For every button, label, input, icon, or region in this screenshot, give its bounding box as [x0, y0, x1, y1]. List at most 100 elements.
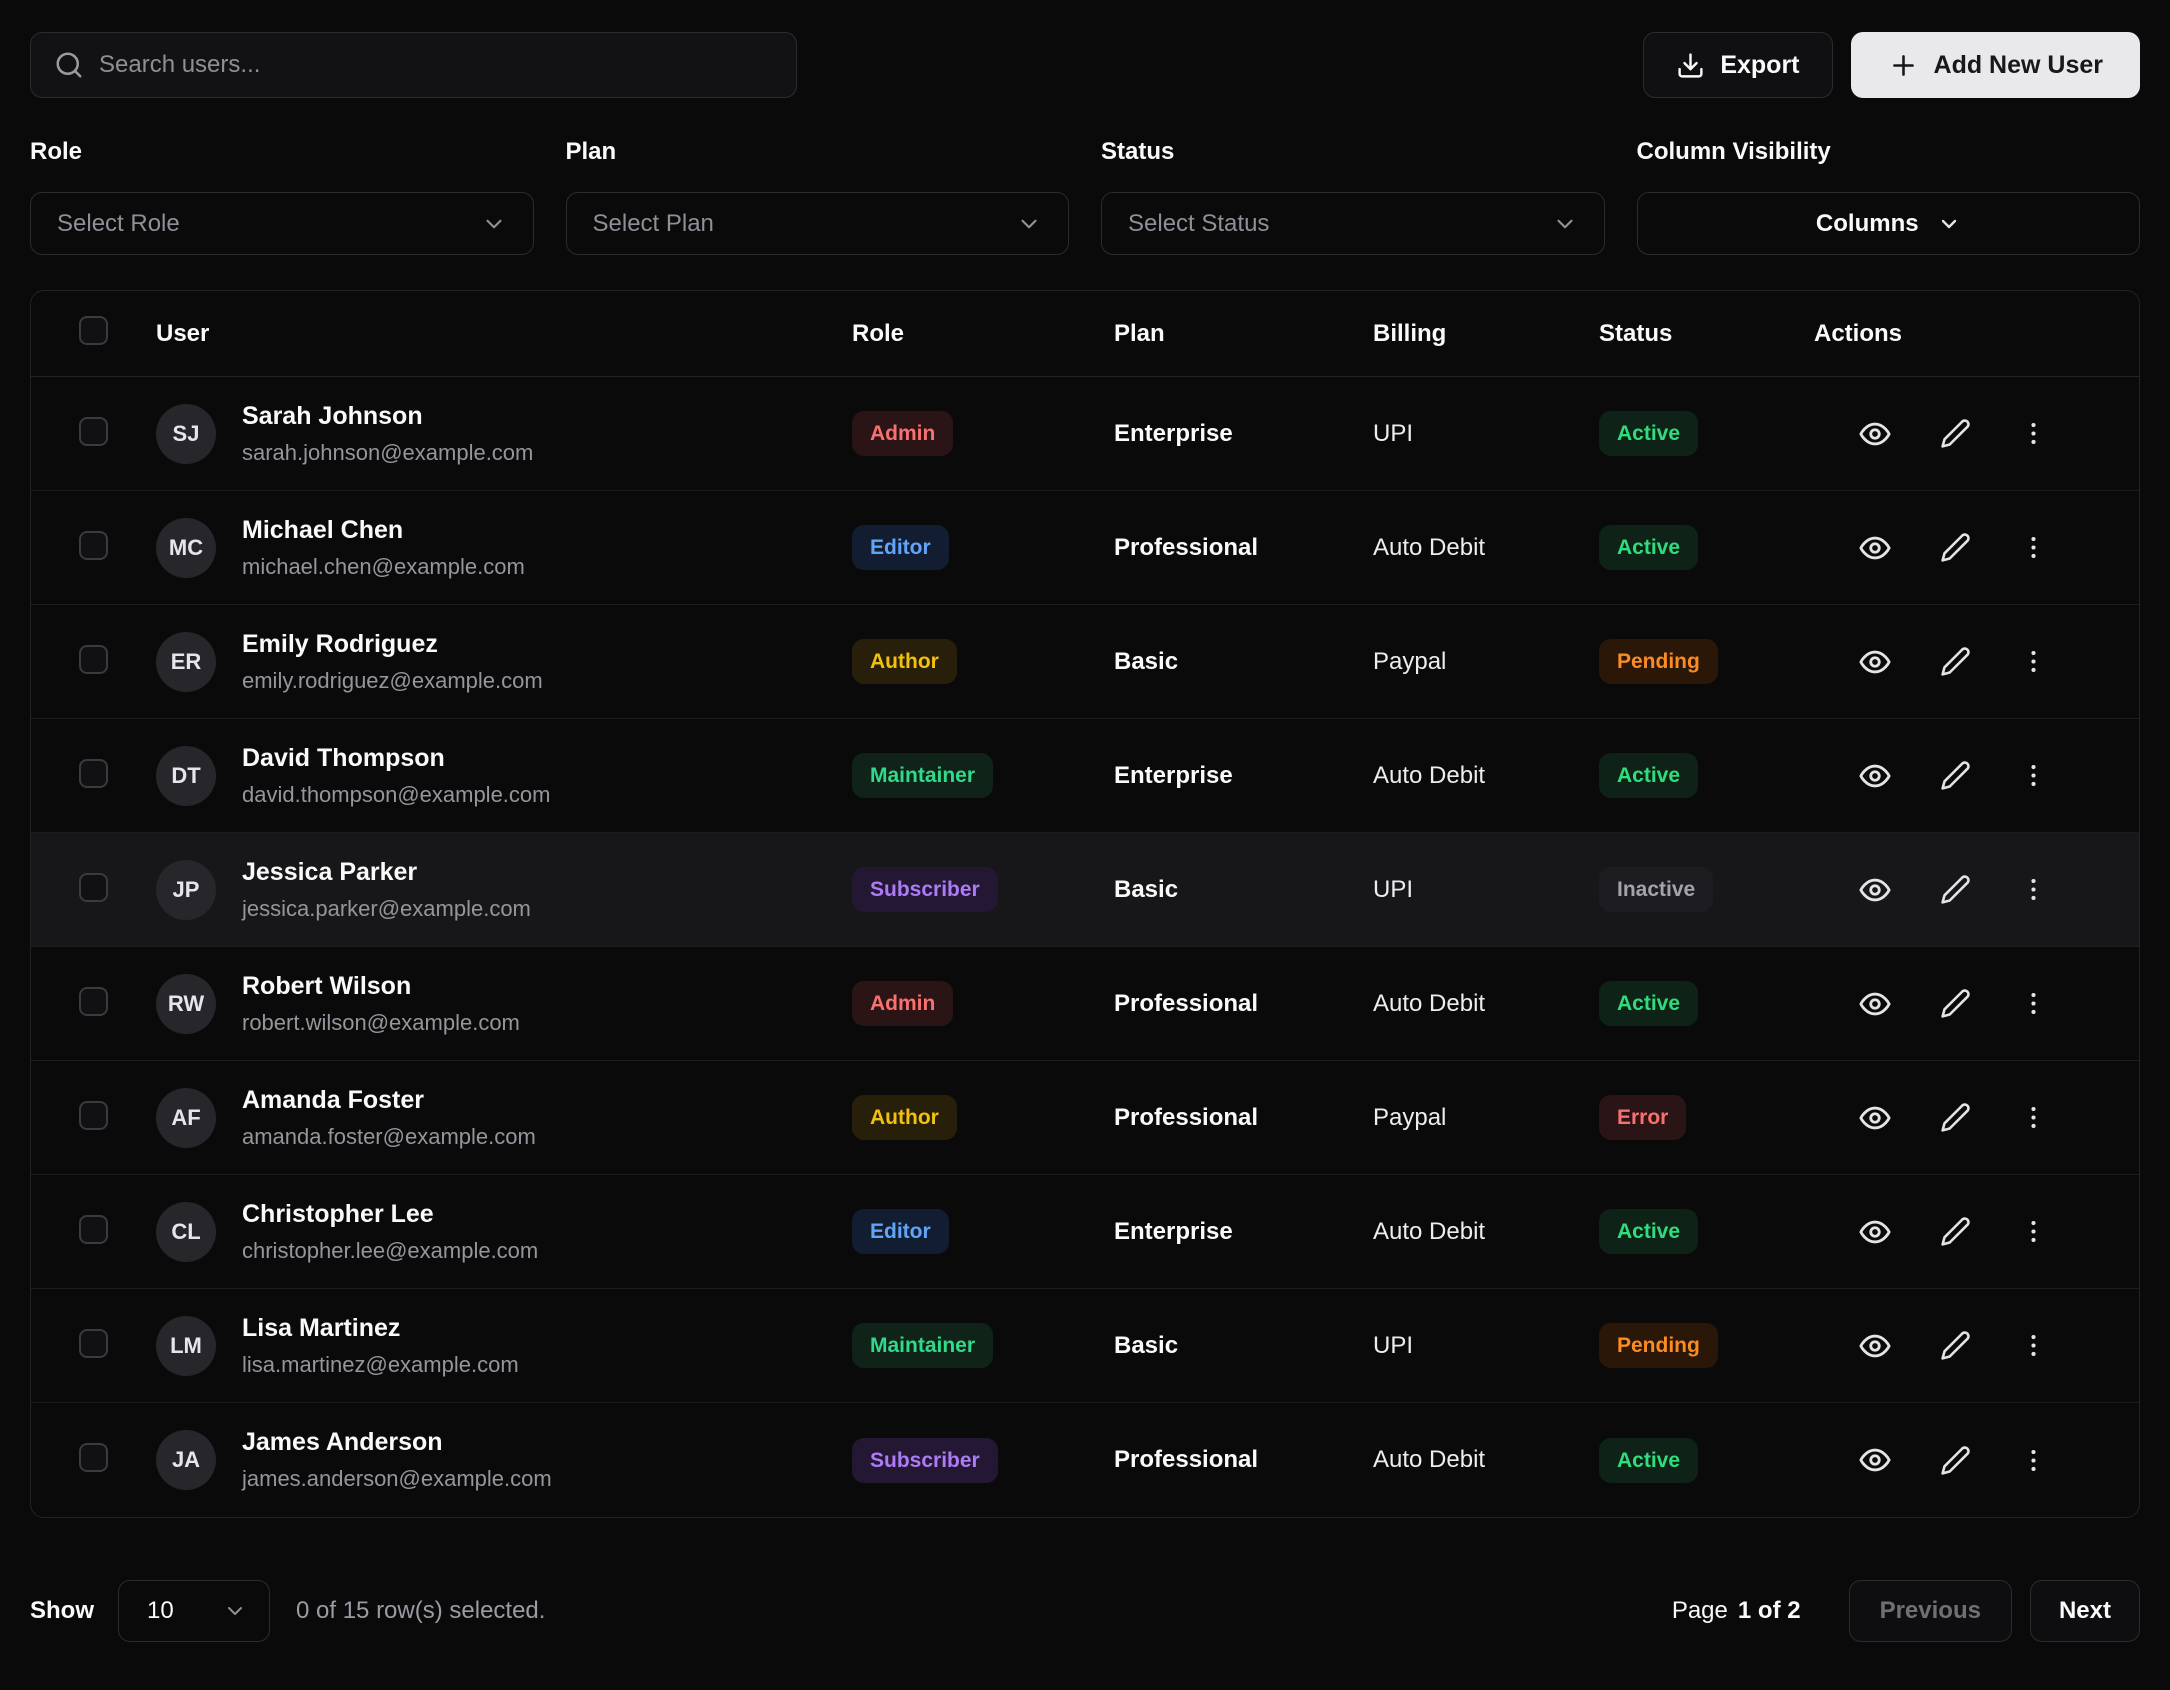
- user-cell: JA James Anderson james.anderson@example…: [156, 1428, 852, 1492]
- avatar: RW: [156, 973, 216, 1034]
- edit-button[interactable]: [1934, 1324, 1977, 1367]
- view-button[interactable]: [1852, 1323, 1898, 1369]
- chevron-down-icon: [481, 211, 507, 237]
- export-button[interactable]: Export: [1643, 32, 1833, 98]
- header-plan: Plan: [1114, 319, 1165, 347]
- pencil-icon: [1940, 646, 1971, 677]
- row-checkbox[interactable]: [79, 872, 108, 902]
- table-body: SJ Sarah Johnson sarah.johnson@example.c…: [31, 377, 2139, 1517]
- eye-icon: [1858, 1215, 1892, 1249]
- more-vertical-icon: [2019, 1446, 2048, 1475]
- view-button[interactable]: [1852, 867, 1898, 913]
- next-page-button[interactable]: Next: [2029, 1580, 2140, 1642]
- status-badge: Inactive: [1599, 867, 1714, 912]
- row-checkbox[interactable]: [79, 986, 108, 1016]
- user-email: emily.rodriguez@example.com: [242, 667, 543, 693]
- row-actions: [1814, 867, 2139, 913]
- more-vertical-icon: [2019, 989, 2048, 1018]
- row-actions: [1814, 411, 2139, 457]
- more-button[interactable]: [2013, 527, 2054, 568]
- more-button[interactable]: [2013, 1325, 2054, 1366]
- chevron-down-icon: [1552, 211, 1578, 237]
- row-checkbox[interactable]: [79, 530, 108, 560]
- user-cell: JP Jessica Parker jessica.parker@example…: [156, 858, 852, 922]
- table-row: JP Jessica Parker jessica.parker@example…: [31, 833, 2139, 947]
- more-button[interactable]: [2013, 1211, 2054, 1252]
- edit-button[interactable]: [1934, 1439, 1977, 1482]
- row-checkbox[interactable]: [79, 1100, 108, 1130]
- more-button[interactable]: [2013, 1097, 2054, 1138]
- avatar: LM: [156, 1315, 216, 1376]
- row-actions: [1814, 1095, 2139, 1141]
- more-button[interactable]: [2013, 413, 2054, 454]
- view-button[interactable]: [1852, 981, 1898, 1027]
- view-button[interactable]: [1852, 639, 1898, 685]
- status-select[interactable]: Select Status: [1101, 192, 1605, 255]
- status-badge: Pending: [1599, 639, 1718, 684]
- user-name: Jessica Parker: [242, 857, 418, 886]
- view-button[interactable]: [1852, 753, 1898, 799]
- billing-value: Auto Debit: [1373, 1446, 1486, 1473]
- avatar-initials: MC: [168, 534, 204, 560]
- row-checkbox[interactable]: [79, 416, 108, 446]
- edit-button[interactable]: [1934, 1210, 1977, 1253]
- more-button[interactable]: [2013, 983, 2054, 1024]
- role-badge: Editor: [852, 1209, 949, 1254]
- row-actions: [1814, 1209, 2139, 1255]
- status-filter: Status Select Status: [1101, 138, 1605, 255]
- columns-dropdown-button[interactable]: Columns: [1636, 192, 2140, 255]
- row-checkbox[interactable]: [79, 1214, 108, 1244]
- page-size-select[interactable]: 10: [118, 1580, 270, 1642]
- view-button[interactable]: [1852, 525, 1898, 571]
- column-visibility-filter: Column Visibility Columns: [1636, 138, 2140, 255]
- view-button[interactable]: [1852, 1437, 1898, 1483]
- plan-select[interactable]: Select Plan: [565, 192, 1069, 255]
- edit-button[interactable]: [1934, 1096, 1977, 1139]
- row-checkbox[interactable]: [79, 758, 108, 788]
- edit-button[interactable]: [1934, 754, 1977, 797]
- select-all-checkbox[interactable]: [79, 315, 108, 345]
- avatar: CL: [156, 1201, 216, 1262]
- view-button[interactable]: [1852, 411, 1898, 457]
- billing-value: Auto Debit: [1373, 1217, 1486, 1245]
- more-button[interactable]: [2013, 1440, 2054, 1481]
- toolbar: Export Add New User: [30, 32, 2140, 98]
- role-select[interactable]: Select Role: [30, 192, 534, 255]
- add-new-user-button[interactable]: Add New User: [1850, 32, 2140, 98]
- edit-button[interactable]: [1934, 640, 1977, 683]
- more-button[interactable]: [2013, 755, 2054, 796]
- user-cell: CL Christopher Lee christopher.lee@examp…: [156, 1200, 852, 1264]
- previous-page-button[interactable]: Previous: [1848, 1580, 2012, 1642]
- plan-value: Enterprise: [1114, 761, 1233, 789]
- show-label: Show: [30, 1597, 94, 1624]
- table-row: JA James Anderson james.anderson@example…: [31, 1403, 2139, 1517]
- avatar: JP: [156, 859, 216, 920]
- row-actions: [1814, 639, 2139, 685]
- view-button[interactable]: [1852, 1095, 1898, 1141]
- pencil-icon: [1940, 1445, 1971, 1476]
- pencil-icon: [1940, 1216, 1971, 1247]
- search-input[interactable]: [30, 32, 797, 98]
- edit-button[interactable]: [1934, 982, 1977, 1025]
- page-label: Page: [1671, 1597, 1728, 1624]
- edit-button[interactable]: [1934, 868, 1977, 911]
- billing-value: UPI: [1373, 875, 1414, 903]
- avatar-initials: SJ: [172, 420, 200, 446]
- user-name: Robert Wilson: [242, 971, 412, 1000]
- eye-icon: [1858, 1101, 1892, 1135]
- plan-value: Enterprise: [1114, 419, 1233, 447]
- user-email: lisa.martinez@example.com: [242, 1351, 519, 1377]
- more-button[interactable]: [2013, 869, 2054, 910]
- pencil-icon: [1940, 1330, 1971, 1361]
- more-button[interactable]: [2013, 641, 2054, 682]
- view-button[interactable]: [1852, 1209, 1898, 1255]
- row-checkbox[interactable]: [79, 1443, 108, 1472]
- plan-filter-label: Plan: [565, 138, 617, 165]
- edit-button[interactable]: [1934, 526, 1977, 569]
- search-icon: [54, 50, 84, 80]
- row-checkbox[interactable]: [79, 644, 108, 674]
- role-badge: Editor: [852, 525, 949, 570]
- more-vertical-icon: [2019, 419, 2048, 448]
- edit-button[interactable]: [1934, 412, 1977, 455]
- row-checkbox[interactable]: [79, 1328, 108, 1358]
